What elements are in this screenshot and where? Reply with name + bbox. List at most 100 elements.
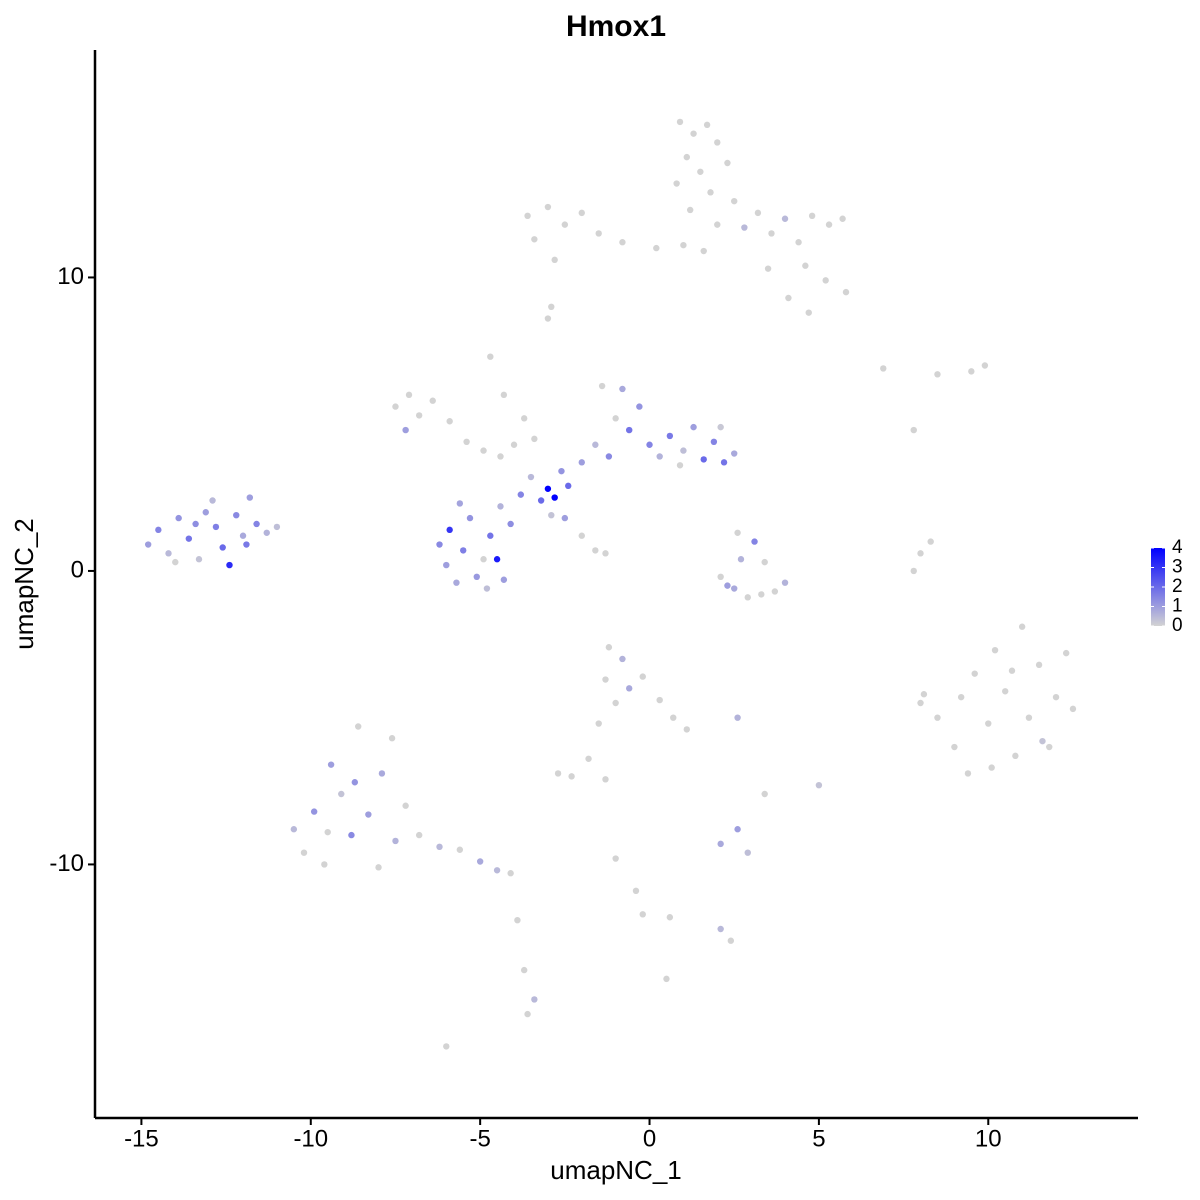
point (626, 685, 633, 692)
point (243, 541, 250, 548)
point (920, 691, 928, 698)
point (731, 585, 738, 592)
point (290, 826, 298, 833)
point (1039, 737, 1046, 745)
point (365, 811, 372, 818)
point (927, 538, 934, 545)
x-tick-label: 10 (975, 1125, 1002, 1152)
point (548, 303, 555, 311)
point (595, 230, 602, 237)
point (453, 579, 460, 586)
point (144, 541, 152, 548)
point (731, 197, 738, 205)
point (731, 450, 738, 457)
point (324, 828, 331, 836)
point (561, 514, 569, 522)
point (507, 870, 514, 877)
point (602, 550, 609, 557)
point (686, 206, 694, 214)
point (233, 511, 240, 519)
point (761, 790, 768, 798)
point (639, 673, 646, 680)
colorbar-tick-label: 1 (1172, 596, 1183, 617)
point (1018, 623, 1026, 630)
point (968, 368, 975, 375)
point (551, 256, 558, 264)
point (768, 230, 775, 237)
point (825, 221, 833, 228)
y-tick-label: 10 (57, 263, 84, 290)
point (561, 221, 569, 228)
point (565, 482, 572, 490)
point (602, 776, 609, 783)
point (202, 509, 209, 516)
point (375, 864, 382, 871)
point (466, 514, 474, 522)
point (605, 453, 613, 460)
point (636, 403, 643, 410)
point (673, 180, 680, 187)
point (751, 538, 758, 545)
point (185, 535, 193, 542)
point (781, 579, 789, 586)
point (531, 996, 538, 1003)
point (415, 412, 423, 419)
point (483, 585, 491, 592)
point (717, 925, 724, 933)
point (656, 453, 663, 460)
point (592, 547, 599, 554)
point (327, 761, 335, 768)
point (676, 118, 684, 126)
point (585, 755, 592, 762)
point (192, 520, 199, 528)
point (558, 467, 565, 475)
point (822, 277, 829, 284)
point (880, 365, 887, 372)
point (487, 532, 494, 539)
point (338, 790, 345, 798)
point (524, 1010, 531, 1018)
point (544, 315, 552, 322)
point (683, 726, 690, 733)
point (805, 309, 812, 316)
point (934, 714, 941, 721)
point (507, 520, 514, 528)
point (707, 189, 714, 196)
point (310, 808, 318, 815)
point (405, 391, 413, 399)
colorbar-tick-label: 4 (1172, 537, 1183, 558)
point (487, 353, 494, 360)
point (531, 236, 538, 243)
point (703, 121, 711, 129)
point (172, 558, 179, 566)
point (1012, 752, 1019, 760)
point (815, 781, 823, 789)
point (456, 500, 464, 507)
point (446, 526, 453, 534)
point (602, 676, 609, 683)
point (520, 415, 528, 422)
point (663, 975, 670, 983)
point (697, 168, 704, 175)
point (717, 423, 724, 431)
point (175, 514, 182, 522)
point (957, 693, 965, 701)
point (951, 743, 958, 751)
point (795, 239, 802, 246)
point (388, 735, 396, 742)
y-tick-label: 0 (71, 556, 84, 583)
point (537, 497, 545, 504)
point (209, 497, 216, 504)
point (493, 556, 501, 563)
point (392, 837, 399, 845)
point (710, 438, 718, 446)
point (910, 567, 917, 575)
point (734, 714, 741, 721)
point (1046, 743, 1053, 751)
point (656, 696, 663, 704)
point (578, 459, 585, 466)
point (612, 415, 619, 422)
point (402, 426, 409, 434)
point (263, 529, 270, 536)
point (734, 529, 741, 536)
